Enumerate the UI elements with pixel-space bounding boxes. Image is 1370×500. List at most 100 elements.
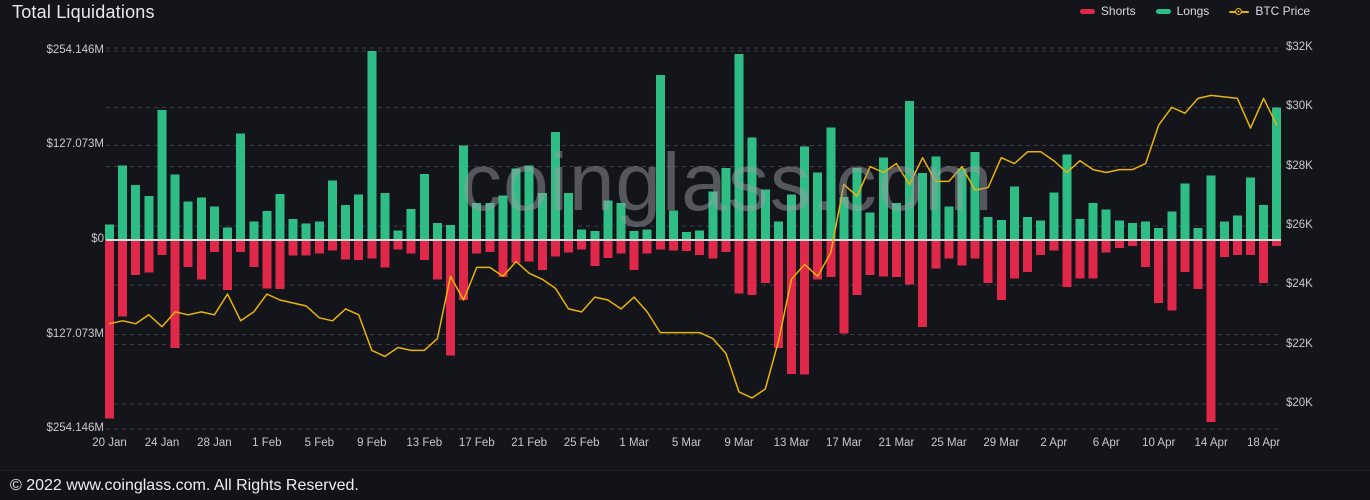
longs-bar[interactable] xyxy=(1193,228,1203,240)
shorts-bar[interactable] xyxy=(1141,240,1151,267)
longs-bar[interactable] xyxy=(1049,192,1059,240)
longs-bar[interactable] xyxy=(1141,221,1151,240)
shorts-bar[interactable] xyxy=(472,240,482,254)
longs-bar[interactable] xyxy=(839,196,849,240)
shorts-bar[interactable] xyxy=(1206,240,1216,423)
longs-bar[interactable] xyxy=(1154,228,1164,240)
shorts-bar[interactable] xyxy=(1193,240,1203,290)
longs-bar[interactable] xyxy=(1219,221,1229,240)
longs-bar[interactable] xyxy=(786,194,796,240)
shorts-bar[interactable] xyxy=(1009,240,1019,279)
longs-bar[interactable] xyxy=(472,202,482,240)
longs-bar[interactable] xyxy=(131,184,141,240)
longs-bar[interactable] xyxy=(1101,209,1111,240)
longs-bar[interactable] xyxy=(445,225,455,240)
shorts-bar[interactable] xyxy=(590,240,600,267)
shorts-bar[interactable] xyxy=(931,240,941,269)
shorts-bar[interactable] xyxy=(249,240,259,267)
shorts-bar[interactable] xyxy=(485,240,495,252)
longs-bar[interactable] xyxy=(1127,222,1137,240)
shorts-bar[interactable] xyxy=(498,240,508,278)
longs-bar[interactable] xyxy=(682,231,692,240)
longs-bar[interactable] xyxy=(1088,202,1098,240)
longs-bar[interactable] xyxy=(406,208,416,240)
shorts-bar[interactable] xyxy=(839,240,849,334)
longs-bar[interactable] xyxy=(144,196,154,240)
longs-bar[interactable] xyxy=(721,167,731,240)
shorts-bar[interactable] xyxy=(668,240,678,251)
longs-bar[interactable] xyxy=(891,202,901,240)
longs-bar[interactable] xyxy=(275,193,285,240)
shorts-bar[interactable] xyxy=(957,240,967,266)
shorts-bar[interactable] xyxy=(800,240,810,375)
shorts-bar[interactable] xyxy=(1167,240,1177,311)
longs-bar[interactable] xyxy=(170,174,180,240)
shorts-bar[interactable] xyxy=(603,240,613,258)
shorts-bar[interactable] xyxy=(1101,240,1111,253)
longs-bar[interactable] xyxy=(314,221,324,240)
shorts-bar[interactable] xyxy=(380,240,390,268)
chart-area[interactable]: $254.146M $127.073M $0 $127.073M $254.146M $… xyxy=(0,0,1370,470)
longs-bar[interactable] xyxy=(564,193,574,240)
longs-bar[interactable] xyxy=(878,157,888,240)
shorts-bar[interactable] xyxy=(354,240,364,261)
longs-bar[interactable] xyxy=(367,50,377,240)
longs-bar[interactable] xyxy=(918,173,928,240)
shorts-bar[interactable] xyxy=(1062,240,1072,287)
legend-item-shorts[interactable]: Shorts xyxy=(1079,4,1136,18)
longs-bar[interactable] xyxy=(747,137,757,240)
longs-bar[interactable] xyxy=(419,173,429,240)
shorts-bar[interactable] xyxy=(616,240,626,254)
shorts-bar[interactable] xyxy=(1272,240,1282,246)
shorts-bar[interactable] xyxy=(996,240,1006,301)
longs-bar[interactable] xyxy=(209,206,219,240)
shorts-bar[interactable] xyxy=(1127,240,1137,246)
shorts-bar[interactable] xyxy=(419,240,429,261)
longs-bar[interactable] xyxy=(1180,183,1190,240)
shorts-bar[interactable] xyxy=(209,240,219,252)
shorts-bar[interactable] xyxy=(878,240,888,277)
shorts-bar[interactable] xyxy=(642,240,652,254)
shorts-bar[interactable] xyxy=(1259,240,1269,284)
shorts-bar[interactable] xyxy=(157,240,167,255)
longs-bar[interactable] xyxy=(642,229,652,240)
shorts-bar[interactable] xyxy=(183,240,193,267)
longs-bar[interactable] xyxy=(905,100,915,241)
longs-bar[interactable] xyxy=(668,210,678,240)
shorts-bar[interactable] xyxy=(629,240,639,270)
longs-bar[interactable] xyxy=(970,152,980,240)
shorts-bar[interactable] xyxy=(970,240,980,259)
shorts-bar[interactable] xyxy=(983,240,993,284)
shorts-bar[interactable] xyxy=(695,240,705,255)
shorts-bar[interactable] xyxy=(826,240,836,278)
shorts-bar[interactable] xyxy=(144,240,154,273)
shorts-bar[interactable] xyxy=(1219,240,1229,258)
longs-bar[interactable] xyxy=(1272,107,1282,241)
longs-bar[interactable] xyxy=(485,202,495,240)
shorts-bar[interactable] xyxy=(550,240,560,257)
shorts-bar[interactable] xyxy=(891,240,901,278)
longs-bar[interactable] xyxy=(800,146,810,240)
shorts-bar[interactable] xyxy=(786,240,796,374)
longs-bar[interactable] xyxy=(734,54,744,240)
shorts-bar[interactable] xyxy=(314,240,324,254)
shorts-bar[interactable] xyxy=(118,240,128,317)
shorts-bar[interactable] xyxy=(1036,240,1046,255)
shorts-bar[interactable] xyxy=(288,240,298,256)
longs-bar[interactable] xyxy=(393,230,403,240)
longs-bar[interactable] xyxy=(1023,216,1033,240)
longs-bar[interactable] xyxy=(826,127,836,240)
shorts-bar[interactable] xyxy=(682,240,692,252)
longs-bar[interactable] xyxy=(577,229,587,240)
longs-bar[interactable] xyxy=(773,221,783,240)
shorts-bar[interactable] xyxy=(406,240,416,254)
shorts-bar[interactable] xyxy=(236,240,246,252)
shorts-bar[interactable] xyxy=(275,240,285,290)
shorts-bar[interactable] xyxy=(262,240,272,289)
longs-bar[interactable] xyxy=(1009,186,1019,240)
longs-bar[interactable] xyxy=(1167,211,1177,240)
shorts-bar[interactable] xyxy=(432,240,442,280)
longs-bar[interactable] xyxy=(236,133,246,240)
longs-bar[interactable] xyxy=(498,195,508,240)
longs-bar[interactable] xyxy=(105,224,114,240)
